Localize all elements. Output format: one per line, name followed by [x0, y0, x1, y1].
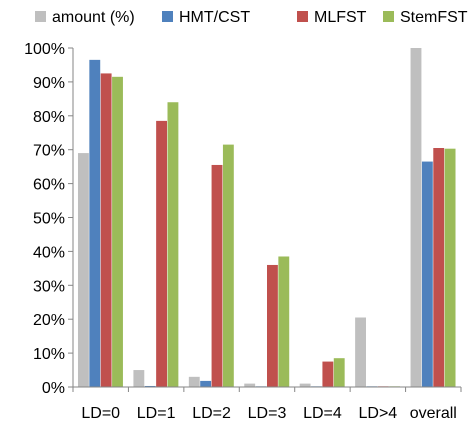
y-tick-label: 60%: [33, 177, 65, 194]
legend-swatch: [35, 11, 46, 22]
bar: [89, 59, 101, 388]
x-tick-label: LD=4: [303, 405, 342, 422]
legend: amount (%) HMT/CST MLFST StemFST: [35, 9, 468, 26]
y-tick-label: 10%: [33, 346, 65, 363]
bar: [444, 148, 456, 387]
bar: [267, 264, 278, 387]
legend-swatch: [297, 11, 308, 22]
bar: [299, 383, 311, 387]
x-tick-label: LD=0: [81, 405, 120, 422]
y-tick-label: 0%: [42, 380, 65, 397]
bars: [77, 48, 456, 388]
y-tick-label: 40%: [33, 244, 65, 261]
x-tick-label: LD=3: [248, 405, 287, 422]
legend-label: HMT/CST: [179, 9, 250, 26]
bar: [410, 48, 422, 387]
bar: [200, 380, 212, 387]
bar: [222, 144, 234, 387]
x-tick-label: overall: [410, 405, 457, 422]
y-tick-label: 100%: [24, 41, 65, 58]
legend-swatch: [162, 11, 173, 22]
bar: [144, 385, 156, 387]
legend-swatch: [383, 11, 394, 22]
bar: [433, 148, 445, 387]
bar: [333, 358, 345, 387]
y-tick-label: 20%: [33, 312, 65, 329]
bar: [322, 361, 334, 387]
y-tick-label: 80%: [33, 109, 65, 126]
bar: [156, 120, 168, 387]
bar: [421, 161, 433, 387]
bar: [188, 376, 200, 387]
bar: [77, 153, 89, 387]
x-tick-label: LD>4: [359, 405, 398, 422]
legend-label: MLFST: [314, 9, 367, 26]
bar: [278, 256, 290, 387]
legend-label: amount (%): [52, 9, 135, 26]
x-tick-label: LD=1: [137, 405, 176, 422]
y-tick-label: 30%: [33, 278, 65, 295]
bar: [244, 383, 256, 387]
y-tick-label: 50%: [33, 211, 65, 228]
bar: [100, 73, 112, 388]
bar: [112, 76, 123, 387]
legend-label: StemFST: [400, 9, 468, 26]
bar: [167, 102, 179, 388]
bar: [355, 317, 366, 387]
bar: [133, 370, 145, 387]
x-axis: LD=0 LD=1 LD=2 LD=3 LD=4 LD>4 overall: [72, 386, 462, 422]
bar: [211, 164, 223, 387]
x-tick-label: LD=2: [192, 405, 231, 422]
y-axis: 0% 10% 20% 30% 40% 50% 60% 70% 80% 90% 100%: [24, 41, 74, 397]
y-tick-label: 70%: [33, 143, 65, 160]
y-tick-label: 90%: [33, 75, 65, 92]
